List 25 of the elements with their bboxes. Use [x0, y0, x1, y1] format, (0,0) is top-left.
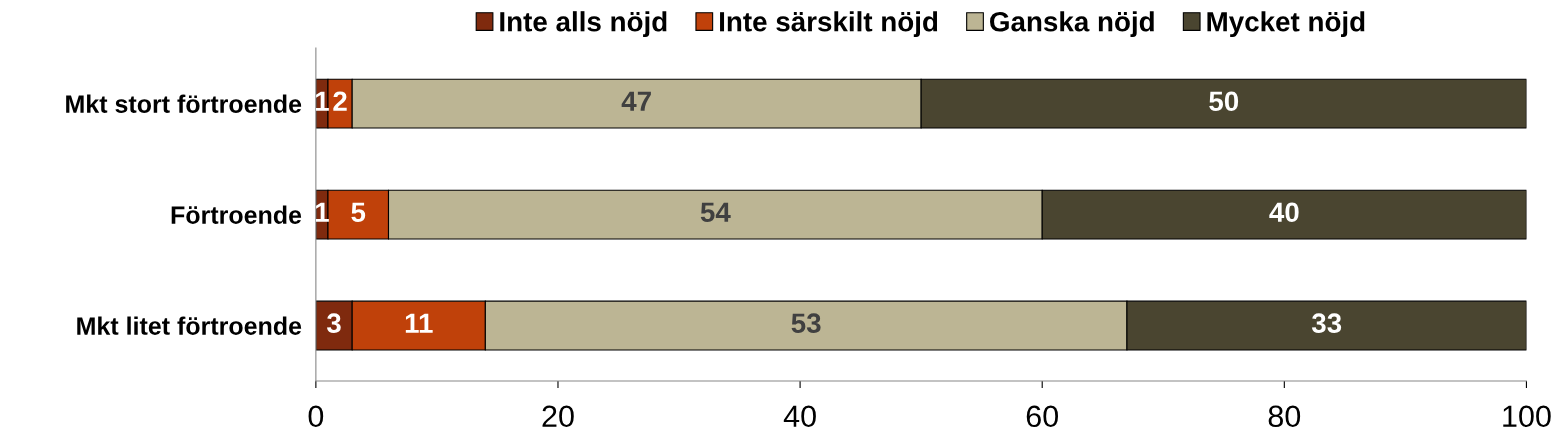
x-tick-label: 80 — [1268, 405, 1301, 428]
data-label: 1 — [315, 91, 329, 111]
legend-label: Ganska nöjd — [990, 11, 1154, 38]
data-label: 3 — [326, 313, 341, 334]
x-tick-label: 0 — [308, 405, 324, 428]
y-tick-label: Förtroende — [171, 205, 302, 224]
legend-label: Mycket nöjd — [1207, 11, 1365, 38]
x-tick-label: 40 — [783, 405, 816, 428]
data-label: 47 — [621, 91, 651, 111]
legend-label: Inte särskilt nöjd — [720, 11, 938, 38]
y-tick-label: Mkt litet förtroende — [77, 316, 302, 335]
data-label: 1 — [315, 202, 329, 222]
data-label: 54 — [700, 202, 731, 223]
data-label: 11 — [405, 313, 433, 333]
y-tick-label: Mkt stort förtroende — [66, 94, 302, 113]
data-label: 50 — [1209, 91, 1239, 112]
x-tick-label: 20 — [542, 405, 574, 428]
data-label: 2 — [333, 91, 347, 111]
x-tick-label: 60 — [1026, 405, 1059, 428]
data-label: 40 — [1269, 202, 1299, 223]
data-label: 53 — [791, 313, 821, 334]
legend-label: Inte alls nöjd — [500, 11, 667, 38]
data-label: 5 — [351, 202, 366, 223]
data-label: 33 — [1311, 313, 1342, 334]
x-tick-label: 100 — [1503, 405, 1551, 428]
